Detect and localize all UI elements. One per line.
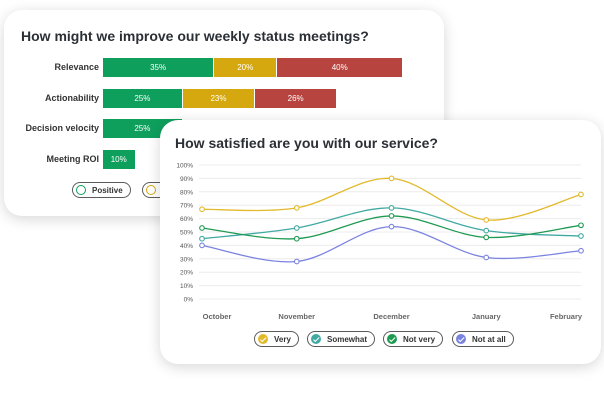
bar-data-label: 20% [237,63,254,72]
series-point [388,223,395,230]
y-tick-label: 0% [184,297,194,304]
bar-segment: 40% [276,58,403,77]
series-point [293,258,300,265]
line-chart-card: How satisfied are you with our service? … [160,120,601,364]
x-tick-label: December [373,312,409,321]
bar-segment: 26% [254,88,337,108]
y-tick-label: 70% [180,203,193,210]
series-point [388,205,395,211]
series-point [483,227,490,234]
bar-segment: 10% [103,149,135,169]
bar-data-label: 26% [287,93,304,103]
neutral-face-icon [146,185,156,195]
series-point [483,217,490,223]
y-tick-label: 50% [180,230,193,237]
check-icon [311,334,321,344]
series-point [578,222,584,229]
line-chart-title: How satisfied are you with our service? [175,135,438,151]
bar-legend-item[interactable]: Positive [72,182,131,198]
series-point [388,175,395,182]
line-legend-item[interactable]: Not at all [452,331,514,347]
series-point [199,225,205,231]
x-tick-label: January [472,312,502,321]
bar-data-label: 10% [110,154,127,164]
line-legend-label: Somewhat [327,334,368,344]
x-tick-label: November [278,312,315,321]
y-tick-label: 10% [180,283,193,290]
line-legend-label: Very [274,334,291,344]
y-tick-label: 90% [180,176,193,183]
bar-segment: 25% [103,88,182,108]
x-tick-label: October [203,312,232,321]
y-tick-label: 40% [180,243,193,250]
series-point [293,205,300,211]
line-chart: 100% 90% 80% 70% 60% 50% 40% 30% 20% 10% 0% October… [176,163,584,321]
series-point [483,254,490,261]
bar-chart-title: How might we improve our weekly status m… [21,28,369,44]
series-point [483,234,490,241]
series-point [578,247,584,254]
series-point [388,213,395,219]
y-tick-label: 20% [180,270,193,277]
series-line [201,207,582,240]
y-tick-label: 100% [176,163,193,170]
bar-segment: 20% [213,58,277,77]
bar-segment: 23% [181,88,255,108]
y-tick-label: 60% [180,216,193,223]
x-tick-label: February [550,312,583,321]
series-point [293,225,300,231]
line-legend-label: Not very [403,334,436,344]
line-legend-label: Not at all [472,334,506,344]
line-legend-item[interactable]: Not very [383,331,444,347]
line-legend-item[interactable]: Somewhat [307,331,376,347]
y-tick-label: 80% [180,189,193,196]
smiley-face-icon [76,185,86,195]
bar-category-label: Actionability [44,92,99,103]
bar-data-label: 40% [331,63,348,72]
line-legend-item[interactable]: Very [254,331,299,347]
bar-category-label: Decision velocity [25,123,99,133]
bar-data-label: 35% [150,63,167,72]
series-point [199,235,205,242]
series-point [199,242,205,249]
check-icon [258,334,268,344]
series-point [578,233,584,239]
bar-segment: 35% [103,58,214,77]
series-point [293,235,300,242]
series-point [578,191,584,198]
y-tick-label: 30% [180,256,193,263]
bar-data-label: 25% [134,93,151,103]
bar-category-label: Meeting ROI [46,153,99,164]
bar-category-label: Relevance [54,62,99,72]
check-icon [456,334,466,344]
bar-data-label: 25% [134,124,151,133]
check-icon [387,334,397,344]
bar-legend-label: Positive [92,185,123,195]
bar-data-label: 23% [210,93,227,103]
series-point [199,206,205,213]
